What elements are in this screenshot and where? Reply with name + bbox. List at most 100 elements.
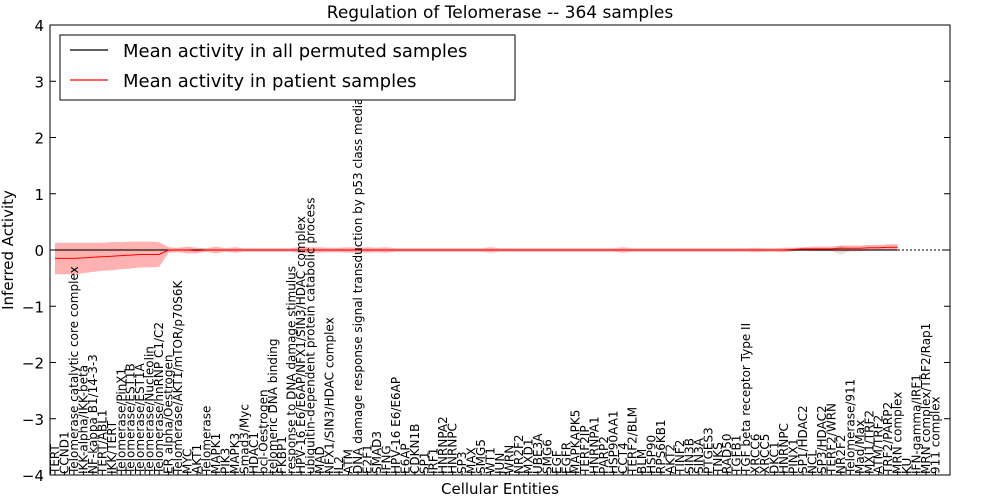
x-tick-label: IFN-gamma/IRF1 <box>910 374 924 474</box>
x-tick-label: SMAD3 <box>370 431 384 474</box>
x-tick-label: WRN <box>503 445 517 474</box>
legend: Mean activity in all permuted samples Me… <box>59 34 516 101</box>
y-tick-label: 2 <box>34 130 44 148</box>
x-tick-label: MXI1/TRF2 <box>862 410 876 474</box>
x-tick-label: CDKN1B <box>408 424 422 474</box>
x-tick-label: IKK-alpha/IKK-beta <box>76 365 90 474</box>
x-tick-label: NCL <box>805 450 819 474</box>
x-tick-label: RAD50 <box>720 433 734 474</box>
x-tick-label: HPV-16 E6/E6AP <box>389 377 403 474</box>
x-tick-label: SIN3A <box>692 437 706 474</box>
x-tick-label: EGF <box>550 450 564 474</box>
x-tick-label: TERT/ABL1 <box>95 409 109 475</box>
x-tick-label: KU <box>900 458 914 474</box>
x-tick-label: TGFB1 <box>730 435 744 475</box>
x-tick-label: MAPK1 <box>209 433 223 474</box>
x-tick-label: 911 complex <box>929 396 943 474</box>
x-tick-label: MAPKAPK5 <box>569 410 583 474</box>
x-tick-label: IL2 <box>332 456 346 474</box>
y-tick-label: −4 <box>22 467 44 485</box>
x-tick-label: SMG6 <box>540 439 554 474</box>
x-tick-label: MAPK3 <box>228 433 242 474</box>
x-tick-label: HNRNPA1 <box>588 416 602 474</box>
x-tick-label: Telomerase/Nucleolin <box>143 346 157 475</box>
x-tick-label: HSP90AA1 <box>607 410 621 474</box>
x-tick-label: MRN complex/TRF2/Rap1 <box>919 323 933 474</box>
legend-entry-permuted: Mean activity in all permuted samples <box>123 41 467 62</box>
y-tick-label: −2 <box>22 355 44 373</box>
x-tick-label: TNKS <box>711 442 725 475</box>
x-tick-label: telomeric DNA binding <box>266 339 280 475</box>
x-tick-label: SMG5 <box>474 439 488 474</box>
x-tick-label: AKT1 <box>190 444 204 474</box>
x-tick-label: AKT2 <box>663 444 677 474</box>
x-tick-label: MYC <box>181 449 195 474</box>
x-tick-label: E2F1 <box>360 444 374 474</box>
x-tick-label: Mad/Max <box>853 420 867 474</box>
x-tick-label: Telomerase/911 <box>843 379 857 475</box>
x-tick-label: PINX1 <box>787 438 801 474</box>
x-tick-label: XRCC6 <box>749 434 763 474</box>
x-tick-label: Telomerase/hnRNP C1/C2 <box>152 322 166 475</box>
x-tick-label: ubiquitin-dependent protein catabolic pr… <box>304 198 318 474</box>
y-tick-label: −1 <box>22 298 44 316</box>
x-tick-label: MRN complex <box>891 392 905 474</box>
x-tick-label: TERF2/BLM <box>626 407 640 475</box>
x-tick-label: Telomerase/EST1A <box>133 362 147 475</box>
x-tick-label: Telomerase/PinX1 <box>114 368 128 475</box>
y-axis: −4 −3 −2 −1 0 1 2 3 4 <box>22 17 950 485</box>
y-tick-label: −3 <box>22 411 44 429</box>
x-tick-label: XRCC5 <box>758 434 772 474</box>
x-tick-label: NF-kappa B1/14-3-3 <box>86 354 100 474</box>
x-tick-label: SP1 <box>417 452 431 475</box>
x-tick-label: JUN <box>493 453 507 475</box>
x-tick-label: TERF2IP <box>578 425 592 475</box>
x-tick-label: bcl-Oestrogen <box>256 389 270 474</box>
x-tick-label: PTGES3 <box>701 427 715 474</box>
x-tick-label: MAD <box>313 446 327 474</box>
x-tick-label: TRF2/PARP2 <box>881 402 895 475</box>
x-tick-label: TGF beta receptor Type II <box>739 323 753 475</box>
x-tick-label: CCT4 <box>616 442 630 474</box>
x-tick-label: SIN3B <box>682 438 696 474</box>
x-axis-label: Cellular Entities <box>441 480 559 498</box>
x-tick-label: Smad3/Myc <box>237 404 251 474</box>
x-tick-label: HNRNPA2 <box>436 416 450 474</box>
x-tick-label: HNRNPC <box>446 423 460 474</box>
x-tick-label: E6AP <box>398 443 412 474</box>
series-layer <box>50 246 950 259</box>
x-tick-label: PARP2 <box>597 436 611 474</box>
patient-spread-band <box>55 241 898 275</box>
x-tick-label: PIK3 <box>218 448 232 474</box>
y-tick-label: 0 <box>34 242 44 260</box>
x-tick-label: Telomerase catalytic core complex <box>67 266 81 475</box>
x-tick-label: BLM <box>635 449 649 474</box>
x-tick-label: Telomerase/EST1B <box>124 363 138 475</box>
x-tick-label: Telomerase <box>200 406 214 475</box>
y-tick-label: 3 <box>34 73 44 91</box>
x-tick-label: SP3 <box>455 452 469 475</box>
x-tick-label: RPS6KB1 <box>654 419 668 474</box>
x-tick-label: HDAC1 <box>247 432 261 474</box>
x-tick-label: HPV-16 E6/E6AP/NFX1/SIN3/HDAC complex <box>294 216 308 474</box>
x-tick-label: FKBP1 <box>275 436 289 474</box>
x-tick-label: HSP90 <box>645 435 659 474</box>
x-tick-label: WT1 <box>484 447 498 474</box>
x-tick-label: MXD1 <box>521 439 535 474</box>
legend-box <box>59 34 516 101</box>
x-tick-label: ATM <box>342 449 356 474</box>
x-tick-label: IRF1 <box>427 448 441 474</box>
x-tick-label: DKC1 <box>768 442 782 474</box>
x-tick-label: ER alpha/Oestrogen <box>162 355 176 474</box>
x-tick-label: DNA damage response signal transduction … <box>351 81 365 474</box>
x-tick-label: CCND1 <box>58 431 72 474</box>
x-tick-label: ATM/TRF2 <box>872 415 886 474</box>
x-tick-label: UBE3A <box>531 433 545 474</box>
legend-entry-patient: Mean activity in patient samples <box>123 71 417 92</box>
x-tick-label: NR2F2 <box>834 435 848 475</box>
x-tick-label: HNRNPC <box>777 423 791 474</box>
y-tick-label: 1 <box>34 186 44 204</box>
x-tick-label: EGFR <box>559 442 573 474</box>
